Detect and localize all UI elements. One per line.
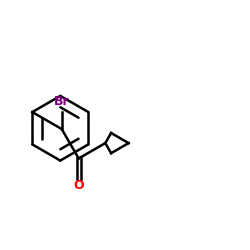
Text: O: O (74, 178, 84, 192)
Text: Br: Br (54, 95, 70, 108)
